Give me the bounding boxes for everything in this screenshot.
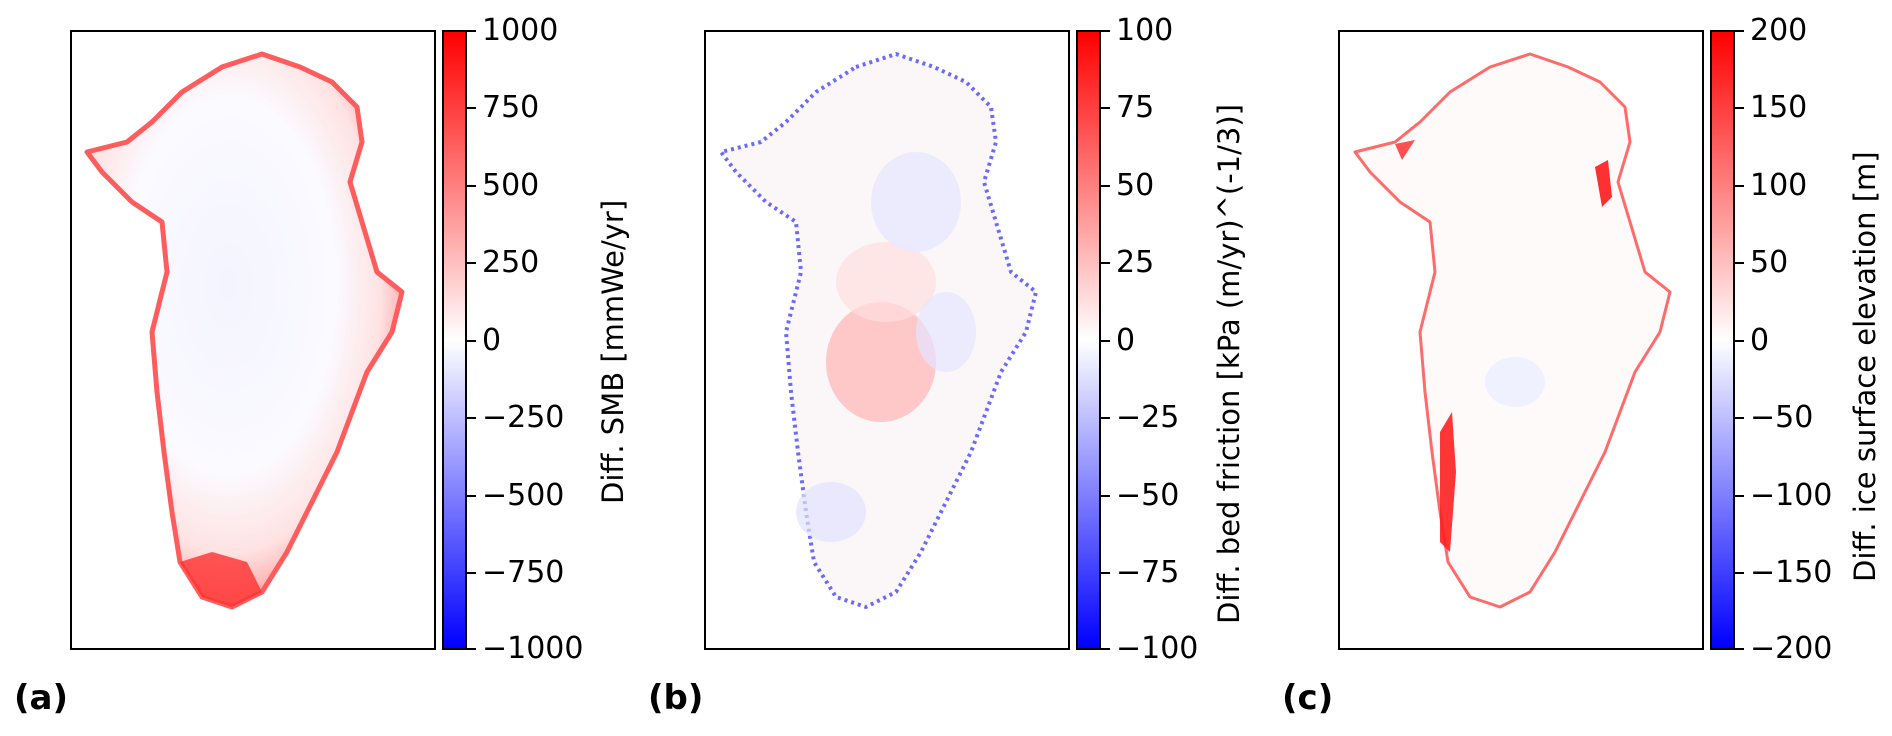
tick-label: −250 [482,400,565,435]
greenland-ice-sheet-c [1353,52,1672,609]
tick-label: 200 [1750,13,1808,48]
panel-a-tag: (a) [14,678,69,718]
tick-label: 100 [1750,168,1808,203]
map-bed-friction-difference [704,30,1070,650]
tick-label: −150 [1750,555,1833,590]
colorbar-c-label: Diff. ice surface elevation [m] [1848,151,1882,582]
tick-label: 250 [482,245,540,280]
tick-label: −750 [482,555,565,590]
tick-label: −500 [482,478,565,513]
map-surface-elevation-difference [1338,30,1704,650]
tick-label: 50 [1750,245,1789,280]
tick-label: −200 [1750,631,1833,666]
tick-label: 750 [482,90,540,125]
tick-label: 0 [482,323,502,358]
tick-label: −100 [1116,631,1199,666]
tick-label: 0 [1750,323,1770,358]
tick-label: 0 [1116,323,1136,358]
tick-label: −50 [1750,400,1814,435]
greenland-map-a [84,51,405,610]
colorbar-c [1710,30,1735,650]
map-smb-difference [70,30,436,650]
colorbar-a [442,30,467,650]
panel-b-tag: (b) [648,678,704,718]
tick-label: 500 [482,168,540,203]
colorbar-b-label: Diff. bed friction [kPa (m/yr)^(-1/3)] [1212,104,1246,624]
tick-label: 50 [1116,168,1155,203]
tick-label: −1000 [482,631,584,666]
greenland-ice-sheet-a [84,51,405,610]
tick-label: −25 [1116,400,1180,435]
tick-label: 100 [1116,13,1174,48]
tick-label: −100 [1750,478,1833,513]
tick-label: 150 [1750,90,1808,125]
tick-label: −50 [1116,478,1180,513]
colorbar-a-label: Diff. SMB [mmWe/yr] [596,199,630,504]
tick-label: 25 [1116,245,1155,280]
panel-c-tag: (c) [1282,678,1334,718]
greenland-map-c [1353,52,1672,609]
colorbar-b [1076,30,1101,650]
tick-label: 1000 [482,13,559,48]
greenland-map-b [719,52,1038,609]
tick-label: −75 [1116,555,1180,590]
tick-label: 75 [1116,90,1155,125]
